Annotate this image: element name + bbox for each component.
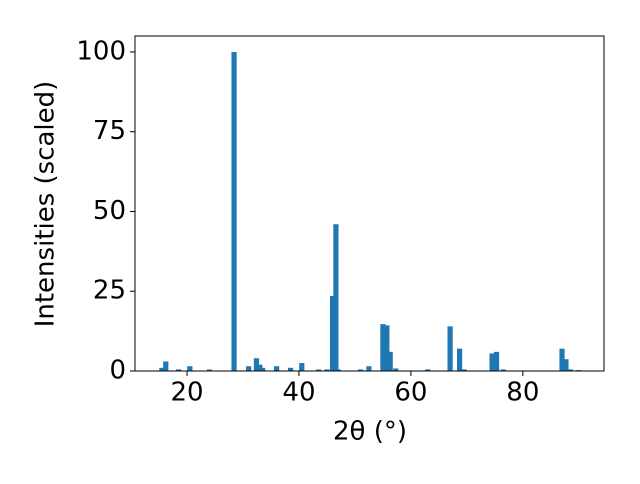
x-tick-label: 20: [171, 378, 204, 408]
bar: [393, 368, 399, 371]
bar: [500, 369, 506, 371]
plot-frame: [134, 35, 605, 372]
y-tick-label: 75: [93, 116, 126, 146]
bar: [206, 369, 213, 371]
bar: [384, 325, 390, 371]
x-tick-label: 80: [506, 378, 539, 408]
bar: [559, 348, 565, 371]
bar: [387, 351, 393, 371]
y-axis-label: Intensities (scaled): [31, 81, 61, 328]
bar: [176, 369, 182, 371]
bar: [329, 296, 336, 371]
bar: [366, 366, 372, 371]
bar: [461, 369, 467, 371]
bar: [324, 369, 330, 371]
x-tick-label: 60: [394, 378, 427, 408]
bar: [567, 369, 574, 371]
bar: [425, 369, 431, 371]
y-tick-label: 0: [109, 356, 126, 386]
y-tick-label: 100: [76, 36, 126, 66]
bar: [287, 367, 294, 371]
bar: [260, 367, 266, 371]
bar: [253, 358, 260, 371]
bar: [315, 369, 322, 371]
bar: [493, 351, 500, 371]
x-tick-label: 40: [282, 378, 315, 408]
bar: [187, 366, 193, 371]
bar: [163, 361, 169, 371]
bar: [273, 366, 280, 371]
bar: [159, 367, 165, 371]
y-tick-label: 50: [93, 196, 126, 226]
bar: [333, 224, 339, 371]
bar: [489, 353, 495, 371]
bar: [257, 364, 263, 371]
x-axis-label: 2θ (°): [333, 417, 407, 447]
bar: [447, 326, 453, 371]
bar: [457, 348, 463, 371]
y-tick-label: 25: [93, 276, 126, 306]
bar: [380, 324, 386, 371]
bar: [246, 366, 252, 371]
bar: [357, 369, 364, 371]
bar: [299, 363, 305, 371]
bar: [231, 51, 237, 371]
bar: [563, 359, 569, 371]
bar: [335, 369, 341, 371]
